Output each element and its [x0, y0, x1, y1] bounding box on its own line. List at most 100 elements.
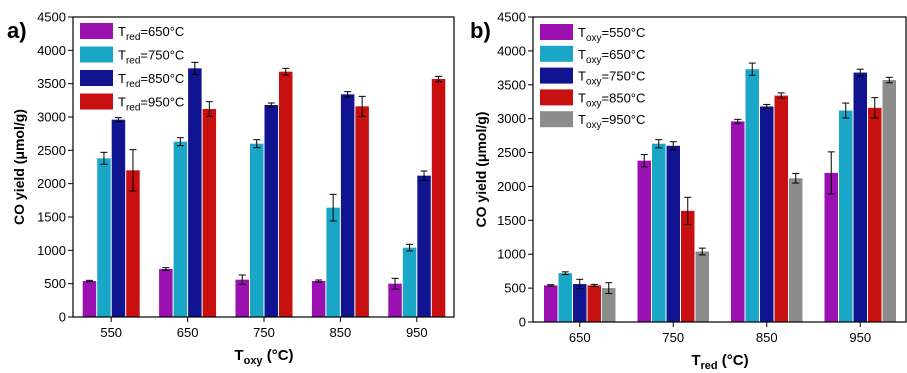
bar: [159, 269, 173, 317]
x-tick-label: 750: [253, 325, 275, 340]
y-tick-label: 4500: [497, 10, 526, 25]
legend-entry: Tred=850°C: [118, 71, 184, 90]
bar: [279, 71, 293, 318]
legend-swatch: [540, 67, 573, 84]
legend-entry: Tred=650°C: [118, 24, 184, 43]
x-tick-label: 850: [330, 325, 352, 340]
legend: Tred=650°C Tred=750°C Tred=850°C Tred=950°C: [80, 23, 184, 114]
bar: [388, 283, 402, 317]
bar: [402, 247, 417, 317]
bar: [340, 94, 355, 317]
x-axis-title: Tred (°C): [691, 352, 748, 372]
y-tick-label: 500: [44, 276, 66, 291]
bar: [868, 107, 882, 322]
bar: [774, 95, 788, 322]
legend-entry: Toxy=950°C: [578, 112, 645, 131]
bar: [97, 158, 111, 317]
bar: [760, 106, 774, 322]
legend-swatch: [80, 70, 113, 86]
bar: [544, 285, 558, 322]
bar: [188, 68, 202, 317]
bar: [789, 178, 803, 322]
bar: [111, 119, 126, 318]
legend-swatch: [80, 23, 113, 39]
legend-swatch: [540, 24, 573, 40]
bar: [431, 79, 446, 317]
plot-frame: [532, 16, 907, 323]
y-tick-label: 4000: [37, 43, 66, 58]
bar: [82, 281, 97, 317]
legend-entry: Tred=750°C: [118, 48, 184, 67]
legend-swatch: [80, 46, 113, 63]
panel-label: b): [470, 18, 491, 43]
bar: [558, 273, 572, 322]
bar: [853, 72, 867, 322]
bar: [126, 170, 140, 317]
y-tick-label: 3500: [37, 76, 66, 91]
y-tick-label: 1000: [37, 243, 66, 258]
legend-entry: Tred=950°C: [118, 95, 184, 114]
bar: [587, 285, 601, 322]
y-tick-label: 3500: [497, 77, 526, 92]
series-t-red-750-c: [97, 137, 417, 317]
bar: [882, 80, 896, 323]
bar: [573, 284, 587, 322]
y-axis-title: CO yield (μmol/g): [473, 112, 489, 228]
series-t-oxy-750-c: [573, 68, 867, 322]
series-t-oxy-850-c: [587, 92, 882, 322]
legend-entry: Toxy=750°C: [578, 69, 645, 88]
bar: [250, 143, 264, 317]
x-tick-label: 650: [569, 330, 591, 345]
bar: [326, 207, 340, 317]
y-tick-label: 0: [519, 315, 526, 330]
chart-panel-b: 0 500 1000 1500 2000 2500 3000 3500 4000 4500 650 7…: [470, 10, 907, 372]
bar: [666, 145, 680, 322]
bar: [235, 279, 249, 317]
bar: [311, 281, 326, 317]
series-t-oxy-550-c: [544, 118, 838, 322]
y-tick-label: 4500: [37, 10, 66, 25]
legend-entry: Toxy=850°C: [578, 90, 645, 109]
x-tick-label: 950: [406, 325, 428, 340]
y-tick-label: 2500: [37, 143, 66, 158]
legend-swatch: [540, 45, 573, 62]
legend-entry: Toxy=650°C: [578, 47, 645, 66]
bar: [202, 109, 217, 317]
bar: [745, 69, 759, 322]
y-tick-label: 3000: [37, 110, 66, 125]
bar: [839, 110, 853, 323]
x-tick-label: 750: [662, 330, 684, 345]
x-tick-label: 950: [849, 330, 871, 345]
y-tick-label: 500: [504, 281, 526, 296]
y-tick-label: 1000: [497, 247, 526, 262]
bar: [652, 143, 666, 322]
legend-swatch: [80, 93, 113, 110]
bar: [824, 172, 838, 322]
bar: [417, 175, 431, 317]
legend-entry: Toxy=550°C: [578, 25, 645, 44]
y-tick-label: 1500: [37, 210, 66, 225]
y-tick-label: 1500: [497, 213, 526, 228]
bar: [602, 288, 616, 322]
x-axis-title: Toxy (°C): [234, 347, 293, 367]
bar: [264, 105, 278, 317]
legend-swatch: [540, 111, 573, 128]
y-tick-label: 0: [59, 310, 66, 325]
x-tick-label: 550: [100, 325, 122, 340]
y-axis-title: CO yield (μmol/g): [11, 109, 27, 225]
y-tick-label: 2000: [497, 179, 526, 194]
bar: [637, 160, 651, 322]
bar: [695, 251, 709, 322]
y-tick-label: 4000: [497, 43, 526, 58]
series-t-oxy-950-c: [602, 76, 896, 323]
bar: [681, 210, 695, 322]
legend-swatch: [540, 89, 573, 106]
bar: [173, 141, 188, 317]
y-tick-label: 3000: [497, 111, 526, 126]
y-tick-label: 2000: [37, 176, 66, 191]
series-t-oxy-650-c: [558, 62, 853, 323]
series-t-red-850-c: [111, 61, 431, 318]
panel-label: a): [7, 18, 27, 43]
bar: [731, 121, 745, 322]
